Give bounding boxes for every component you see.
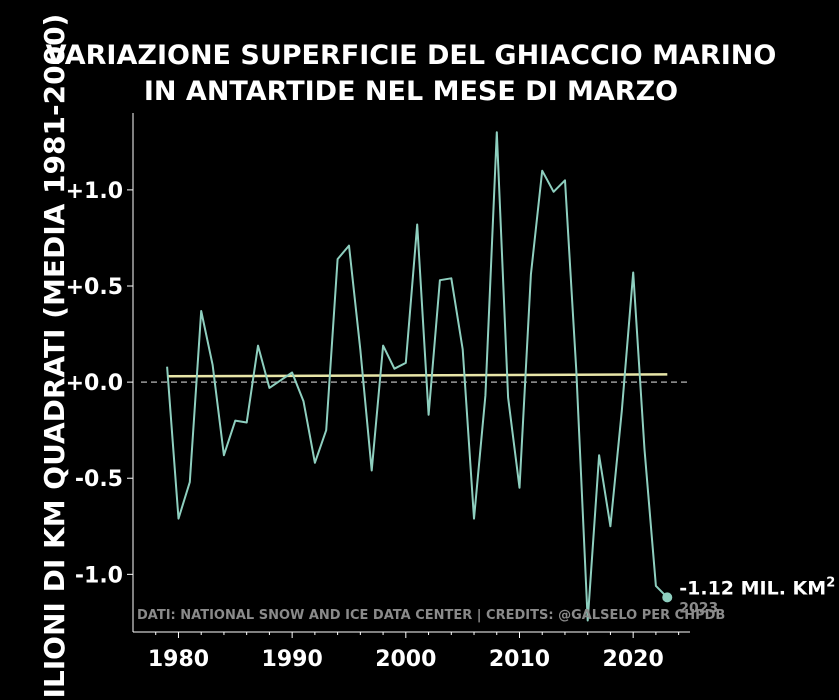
- y-tick-label: +1.0: [66, 179, 123, 204]
- chart-title-line-2: IN ANTARTIDE NEL MESE DI MARZO: [144, 76, 678, 107]
- chart-title-line-1: VARIAZIONE SUPERFICIE DEL GHIACCIO MARIN…: [46, 40, 777, 71]
- axes: [132, 113, 690, 633]
- series-line-trend: [167, 373, 668, 378]
- x-tick-label: 2020: [603, 647, 664, 672]
- x-tick-label: 1980: [148, 647, 209, 672]
- annotation-value-label: -1.12 MIL. KM2: [679, 575, 835, 599]
- x-ticks: 1980 1990 2000 2010 2020: [148, 632, 680, 672]
- y-axis-label: MILIONI DI KM QUADRATI (MEDIA 1981-2000): [38, 14, 71, 700]
- y-ticks: -1.0 -0.5 +0.0 +0.5 +1.0: [66, 179, 133, 588]
- y-tick-label: +0.5: [66, 275, 123, 300]
- x-tick-label: 1990: [262, 647, 323, 672]
- y-tick-label: -1.0: [75, 563, 123, 588]
- series-line-anomaly: [166, 131, 669, 622]
- y-tick-label: -0.5: [75, 467, 123, 492]
- x-tick-label: 2010: [489, 647, 550, 672]
- credits-text: DATI: NATIONAL SNOW AND ICE DATA CENTER …: [137, 608, 725, 623]
- last-point-marker: [662, 592, 673, 603]
- y-tick-label: +0.0: [66, 371, 123, 396]
- x-tick-label: 2000: [375, 647, 436, 672]
- annotation-superscript: 2: [826, 575, 835, 590]
- series-group: [166, 131, 669, 622]
- annotation-year-label: 2023: [679, 600, 718, 616]
